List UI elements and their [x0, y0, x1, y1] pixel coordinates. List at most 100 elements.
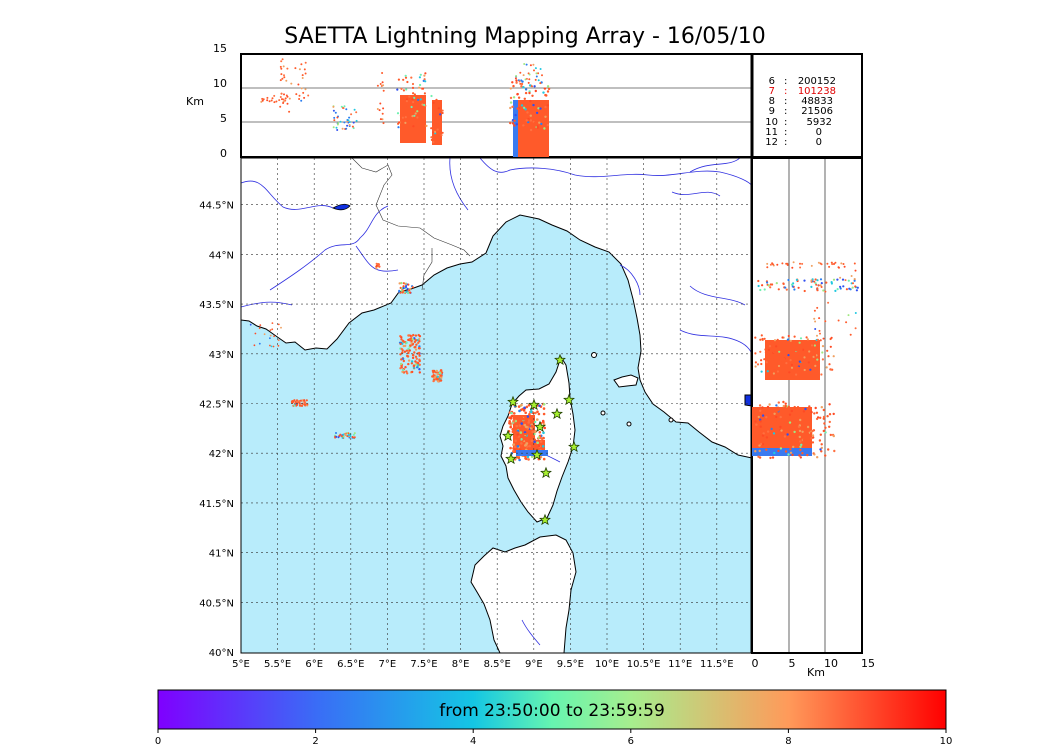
station-source-count: 48833	[801, 96, 833, 107]
lightning-source	[540, 122, 543, 126]
lightning-source	[832, 412, 835, 416]
lightning-source	[284, 97, 287, 100]
lightning-source	[402, 89, 405, 92]
lightning-source	[409, 291, 412, 294]
lightning-source	[806, 425, 810, 429]
lightning-source	[337, 436, 340, 439]
lightning-source	[822, 337, 825, 340]
lightning-source	[412, 365, 416, 368]
lightning-source	[424, 80, 427, 83]
lightning-source	[523, 406, 526, 410]
lightning-source	[419, 83, 422, 87]
station-star-icon	[540, 466, 552, 479]
lightning-source	[345, 127, 348, 130]
lightning-source	[828, 363, 831, 366]
lightning-source	[396, 88, 399, 91]
lightning-source	[334, 111, 337, 114]
lightning-source	[528, 84, 532, 87]
lightning-source	[418, 340, 421, 343]
lightning-source	[333, 116, 336, 119]
side-tick-15: 15	[861, 657, 875, 670]
lightning-source	[546, 85, 550, 88]
lightning-source	[520, 438, 523, 441]
lightning-source	[798, 429, 802, 433]
lightning-source	[511, 81, 514, 84]
lightning-source	[537, 412, 541, 416]
lightning-source	[837, 319, 840, 322]
lightning-source	[512, 96, 516, 99]
lightning-source	[401, 357, 405, 361]
station-star-icon	[554, 353, 566, 366]
lightning-source	[761, 284, 764, 287]
lightning-source	[266, 96, 269, 99]
lightning-source	[439, 127, 442, 130]
lightning-source	[817, 284, 820, 287]
lightning-source	[797, 366, 800, 369]
lightning-source	[262, 98, 265, 101]
lightning-source	[282, 102, 285, 104]
lightning-source	[819, 278, 823, 281]
lightning-source	[404, 283, 407, 286]
lightning-source	[303, 68, 306, 71]
lightning-source	[544, 115, 547, 119]
lightning-source	[839, 285, 842, 288]
altitude-lightning-sources	[260, 58, 551, 157]
lightning-source	[271, 322, 274, 324]
lightning-source	[754, 420, 757, 423]
station-count-row: 8 : 48833	[769, 96, 833, 107]
lightning-source	[277, 323, 280, 326]
lightning-source	[515, 422, 519, 425]
lightning-source	[418, 368, 421, 371]
lightning-source	[524, 91, 528, 95]
lightning-source	[788, 417, 791, 420]
lightning-source	[340, 435, 343, 438]
lightning-source	[300, 404, 304, 407]
lightning-source	[761, 414, 765, 417]
station-source-count: 0	[816, 127, 822, 138]
lightning-source	[775, 415, 778, 419]
lightning-source	[531, 85, 533, 88]
lightning-source	[411, 356, 415, 360]
lightning-source	[249, 323, 252, 326]
lightning-source	[400, 87, 403, 90]
lightning-source	[812, 436, 815, 439]
lightning-source	[538, 404, 541, 408]
lightning-source	[415, 343, 418, 346]
lightning-source	[298, 68, 301, 71]
lightning-source	[759, 442, 763, 446]
lightning-source	[544, 105, 547, 109]
lightning-source	[399, 353, 402, 356]
lightning-source	[283, 74, 285, 77]
station-star-icon	[563, 393, 575, 406]
lightning-source	[341, 436, 344, 439]
lightning-source	[542, 412, 546, 416]
lightning-source	[432, 379, 435, 383]
lightning-source	[415, 357, 418, 360]
lightning-source	[855, 289, 859, 292]
lightning-source	[537, 72, 540, 75]
lightning-source	[382, 122, 385, 125]
lightning-source	[523, 97, 526, 101]
lightning-source	[401, 118, 405, 121]
lightning-source	[402, 285, 405, 288]
lightning-source	[769, 283, 772, 286]
lightning-source	[798, 341, 801, 344]
lightning-source	[799, 418, 802, 422]
lightning-source	[790, 342, 793, 345]
lightning-source	[542, 407, 546, 410]
lightning-source	[529, 119, 533, 122]
lightning-source	[296, 403, 299, 406]
lightning-source	[775, 404, 778, 407]
lightning-source	[546, 104, 549, 107]
station-star-icon	[507, 395, 519, 408]
lightning-source	[765, 361, 768, 364]
lightning-source	[411, 98, 414, 101]
lightning-source	[518, 80, 521, 83]
lightning-source	[412, 125, 415, 128]
station-source-count: 0	[816, 137, 822, 148]
lightning-source	[774, 419, 777, 423]
lightning-source	[441, 131, 444, 134]
station-source-count: 200152	[798, 76, 836, 87]
lightning-source	[261, 97, 264, 100]
lightning-source	[254, 332, 257, 335]
